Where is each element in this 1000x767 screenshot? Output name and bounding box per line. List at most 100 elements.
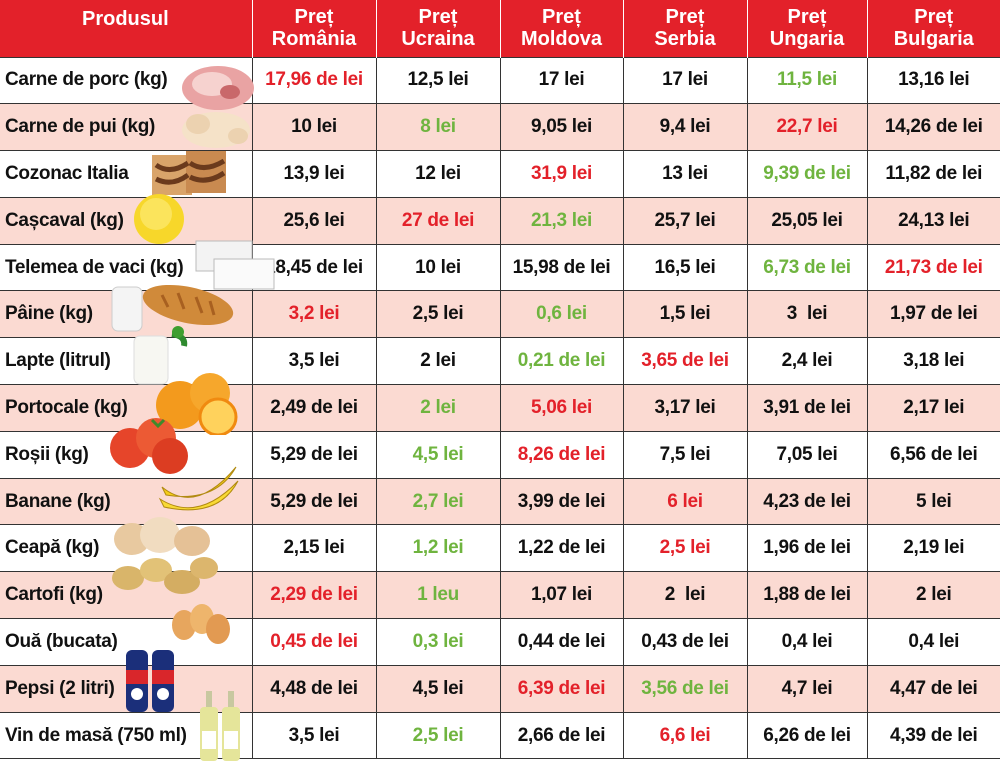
price-cell: 0,6 lei (500, 291, 623, 338)
pepsi-bottles-icon (122, 644, 180, 720)
price-cell: 1,07 lei (500, 572, 623, 619)
price-cell: 4,39 de lei (867, 712, 1000, 759)
product-name: Roșii (kg) (5, 444, 89, 465)
header-label-line1: Preț (377, 6, 500, 28)
header-country: România (253, 28, 376, 50)
product-name: Ceapă (kg) (5, 537, 99, 558)
product-cell: Carne de pui (kg) (0, 104, 252, 151)
price-cell: 3,91 de lei (747, 385, 867, 432)
product-name: Telemea de vaci (kg) (5, 257, 183, 278)
product-name: Carne de porc (kg) (5, 69, 167, 90)
header-label-line1: Preț (253, 6, 376, 28)
price-cell: 2,29 de lei (252, 572, 376, 619)
price-cell: 25,7 lei (623, 197, 747, 244)
cheese-icon (132, 192, 186, 252)
product-cell: Cozonac Italia (0, 151, 252, 198)
price-cell: 0,4 lei (867, 619, 1000, 666)
product-name: Vin de masă (750 ml) (5, 725, 187, 746)
price-cell: 17,96 de lei (252, 57, 376, 104)
price-cell: 21,3 lei (500, 197, 623, 244)
product-name: Ouă (bucata) (5, 631, 118, 652)
header-country: Bulgaria (868, 28, 1000, 50)
price-cell: 4,5 lei (376, 665, 500, 712)
product-name: Portocale (kg) (5, 397, 128, 418)
price-cell: 31,9 lei (500, 151, 623, 198)
price-cell: 3,17 lei (623, 385, 747, 432)
price-cell: 2,17 lei (867, 385, 1000, 432)
price-cell: 11,82 de lei (867, 151, 1000, 198)
price-cell: 10 lei (252, 104, 376, 151)
price-cell: 0,4 lei (747, 619, 867, 666)
product-cell: Carne de porc (kg) (0, 57, 252, 104)
price-cell: 6,6 lei (623, 712, 747, 759)
price-cell: 11,5 lei (747, 57, 867, 104)
price-cell: 7,05 lei (747, 431, 867, 478)
wine-bottles-icon (198, 691, 244, 767)
price-cell: 4,5 lei (376, 431, 500, 478)
price-cell: 17 lei (623, 57, 747, 104)
price-cell: 5,06 lei (500, 385, 623, 432)
price-cell: 5,29 de lei (252, 431, 376, 478)
product-name: Pepsi (2 litri) (5, 678, 115, 699)
product-name: Cartofi (kg) (5, 584, 103, 605)
price-cell: 6,56 de lei (867, 431, 1000, 478)
header-label-line1: Preț (501, 6, 623, 28)
price-cell: 21,73 de lei (867, 244, 1000, 291)
price-cell: 2,5 lei (376, 712, 500, 759)
price-cell: 27 de lei (376, 197, 500, 244)
price-cell: 10 lei (376, 244, 500, 291)
price-cell: 0,45 de lei (252, 619, 376, 666)
price-cell: 13,16 lei (867, 57, 1000, 104)
price-cell: 25,05 lei (747, 197, 867, 244)
product-name: Banane (kg) (5, 491, 110, 512)
price-cell: 1,2 lei (376, 525, 500, 572)
price-cell: 3,18 lei (867, 338, 1000, 385)
price-cell: 6,39 de lei (500, 665, 623, 712)
price-cell: 5,29 de lei (252, 478, 376, 525)
price-cell: 4,7 lei (747, 665, 867, 712)
product-name: Lapte (litrul) (5, 350, 111, 371)
price-cell: 12 lei (376, 151, 500, 198)
price-cell: 6,26 de lei (747, 712, 867, 759)
header-country: Ucraina (377, 28, 500, 50)
price-cell: 2 lei (376, 338, 500, 385)
price-cell: 1,97 de lei (867, 291, 1000, 338)
price-cell: 1,96 de lei (747, 525, 867, 572)
price-cell: 1,5 lei (623, 291, 747, 338)
product-name: Cașcaval (kg) (5, 210, 124, 231)
price-cell: 14,26 de lei (867, 104, 1000, 151)
price-cell: 6 lei (623, 478, 747, 525)
price-cell: 1,22 de lei (500, 525, 623, 572)
header-product: Produsul (0, 0, 252, 57)
price-cell: 2,66 de lei (500, 712, 623, 759)
price-cell: 9,05 lei (500, 104, 623, 151)
price-cell: 8,26 de lei (500, 431, 623, 478)
price-cell: 7,5 lei (623, 431, 747, 478)
price-cell: 1,88 de lei (747, 572, 867, 619)
price-cell: 2 lei (867, 572, 1000, 619)
price-cell: 2,4 lei (747, 338, 867, 385)
price-cell: 2 lei (623, 572, 747, 619)
price-cell: 4,48 de lei (252, 665, 376, 712)
price-cell: 13,9 lei (252, 151, 376, 198)
price-cell: 0,21 de lei (500, 338, 623, 385)
product-name: Cozonac Italia (5, 163, 129, 184)
price-cell: 3,65 de lei (623, 338, 747, 385)
price-cell: 3,5 lei (252, 712, 376, 759)
price-cell: 9,4 lei (623, 104, 747, 151)
price-cell: 13 lei (623, 151, 747, 198)
price-cell: 22,7 lei (747, 104, 867, 151)
